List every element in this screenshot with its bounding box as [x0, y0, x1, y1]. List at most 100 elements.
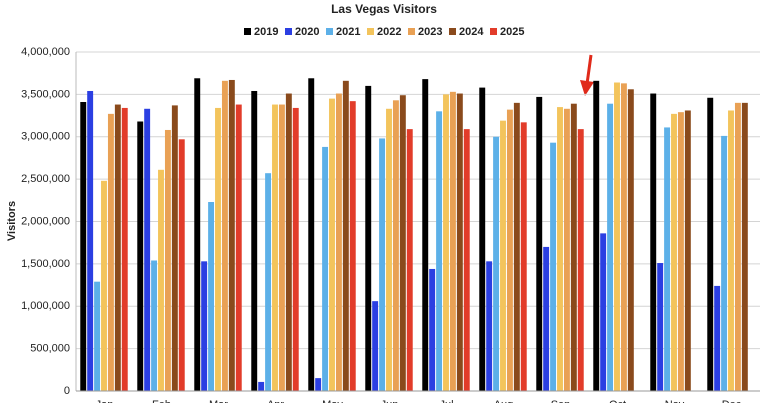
bar: [322, 146, 329, 391]
legend-label: 2025: [500, 26, 524, 38]
bar: [443, 94, 449, 391]
bar: [329, 98, 335, 392]
y-tick-label: 500,000: [30, 343, 70, 355]
legend-label: 2020: [295, 26, 319, 38]
bar: [101, 180, 107, 391]
bar: [406, 129, 413, 391]
bar: [251, 90, 258, 392]
bar: [707, 97, 714, 391]
legend-swatch: [490, 28, 497, 35]
bar: [577, 129, 584, 391]
legend-swatch: [244, 28, 251, 35]
bar: [386, 108, 392, 391]
bar: [151, 260, 158, 391]
bar: [600, 233, 607, 391]
bar: [422, 79, 429, 392]
chart-title: Las Vegas Visitors: [331, 2, 437, 16]
bar: [563, 108, 570, 391]
bar: [463, 129, 470, 391]
bar: [164, 129, 171, 391]
x-tick-label: Sep: [551, 399, 571, 403]
bar: [677, 112, 684, 392]
bar: [520, 122, 527, 391]
y-tick-label: 4,000,000: [21, 46, 70, 58]
y-tick-label: 1,500,000: [21, 258, 70, 270]
bar: [137, 121, 144, 392]
x-tick-label: Jul: [439, 399, 453, 403]
legend-label: 2024: [459, 26, 484, 38]
bar: [392, 100, 399, 392]
bar: [194, 78, 201, 392]
bar: [228, 79, 235, 391]
bar: [627, 89, 634, 391]
bar: [372, 301, 379, 391]
bar: [208, 202, 215, 391]
bar: [308, 78, 315, 392]
bar: [87, 90, 94, 392]
legend-label: 2022: [377, 26, 401, 38]
x-tick-label: Mar: [209, 399, 228, 403]
arrow-shaft: [585, 54, 593, 85]
bar: [500, 120, 506, 392]
bar: [272, 104, 278, 392]
bar: [379, 138, 386, 391]
y-tick-label: 2,000,000: [21, 215, 70, 227]
x-tick-label: Feb: [152, 399, 171, 403]
bar: [479, 87, 486, 391]
arrow-head: [580, 80, 594, 96]
bar: [265, 173, 272, 391]
bar: [292, 107, 299, 391]
bar: [550, 142, 557, 391]
x-tick-label: Jan: [96, 399, 114, 403]
bar: [570, 103, 577, 391]
bar: [614, 82, 620, 391]
bar: [201, 261, 208, 391]
legend-label: 2019: [254, 26, 278, 38]
bar: [171, 105, 178, 391]
legend-swatch: [408, 28, 415, 35]
legend-swatch: [367, 28, 374, 35]
x-tick-label: Apr: [267, 399, 284, 403]
bar: [349, 101, 356, 391]
bar: [342, 80, 349, 391]
bar: [557, 107, 563, 392]
legend: 2019 2020 2021 2022 2023 2024 2025: [244, 26, 524, 38]
bar: [728, 110, 734, 391]
bar: [335, 93, 342, 391]
bar: [285, 93, 292, 391]
bar: [158, 169, 164, 391]
bar: [734, 102, 741, 391]
bar: [235, 104, 242, 392]
bar: [657, 263, 664, 391]
bar: [94, 281, 101, 391]
bar: [278, 104, 285, 392]
bar: [714, 285, 721, 391]
bar: [607, 103, 614, 391]
bar: [486, 261, 493, 391]
bar: [620, 83, 627, 392]
bar: [178, 139, 185, 391]
x-tick-label: Oct: [609, 399, 626, 403]
y-tick-label: 2,500,000: [21, 173, 70, 185]
y-tick-label: 3,000,000: [21, 131, 70, 143]
y-tick-label: 3,500,000: [21, 88, 70, 100]
bar: [493, 136, 500, 391]
bar: [593, 80, 600, 391]
bar: [121, 107, 128, 391]
legend-swatch: [326, 28, 333, 35]
legend-swatch: [449, 28, 456, 35]
y-axis-label: Visitors: [6, 201, 18, 241]
bar: [315, 378, 322, 391]
bar: [536, 96, 543, 391]
x-tick-label: Jun: [381, 399, 399, 403]
bar: [721, 135, 728, 391]
x-tick-label: Nov: [665, 399, 685, 403]
y-tick-label: 0: [64, 385, 70, 397]
bar: [449, 91, 456, 392]
bar: [664, 127, 671, 392]
x-tick-label: Aug: [494, 399, 514, 403]
bar: [429, 268, 436, 391]
legend-swatch: [285, 28, 292, 35]
y-tick-label: 1,000,000: [21, 300, 70, 312]
